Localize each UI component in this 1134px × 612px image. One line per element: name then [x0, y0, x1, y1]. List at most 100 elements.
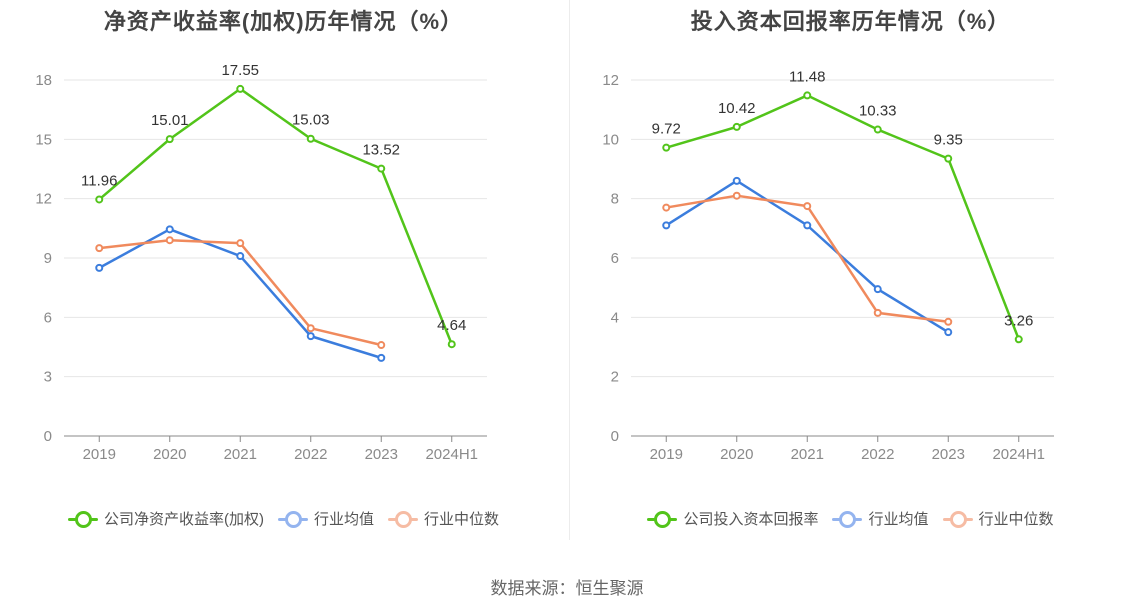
data-point-industry-median[interactable]	[377, 341, 386, 350]
data-point-company[interactable]	[873, 125, 882, 134]
data-label-company: 11.48	[789, 68, 825, 85]
data-label-company: 17.55	[221, 62, 259, 79]
data-point-company[interactable]	[944, 154, 953, 163]
x-tick-label: 2019	[650, 446, 683, 463]
data-point-company[interactable]	[377, 164, 386, 173]
data-point-company[interactable]	[306, 134, 315, 143]
data-point-company[interactable]	[662, 143, 671, 152]
data-point-company[interactable]	[1014, 335, 1023, 344]
data-label-company: 13.52	[362, 142, 400, 159]
roic-chart-plot: 0 2 4 6 8 10 12 2019 2020 2021 2022 2023 2024H1 9.72 1…	[602, 68, 1054, 463]
data-point-industry-median[interactable]	[732, 191, 741, 200]
data-label-company: 15.03	[292, 112, 330, 129]
data-point-industry-average[interactable]	[377, 353, 386, 362]
x-tick-label: 2022	[294, 446, 327, 463]
y-tick-label: 0	[611, 428, 619, 445]
data-label-company: 10.33	[859, 103, 897, 120]
data-point-industry-average[interactable]	[803, 221, 812, 230]
legend-item-company-roic[interactable]: 公司投入资本回报率	[647, 508, 818, 529]
panel-divider	[569, 0, 570, 540]
legend-label-industry-median: 行业中位数	[424, 511, 500, 528]
x-tick-label: 2023	[932, 446, 965, 463]
data-point-industry-median[interactable]	[944, 317, 953, 326]
roe-chart-plot: 0 3 6 9 12 15 18 2019 2020 2021 2022 2023 2024H1 11.9…	[35, 62, 487, 463]
y-tick-label: 3	[44, 369, 52, 386]
x-tick-label: 2022	[861, 446, 894, 463]
y-tick-label: 12	[602, 72, 619, 89]
data-point-industry-average[interactable]	[165, 225, 174, 234]
legend-marker-company	[647, 510, 678, 528]
roe-chart-panel: 净资产收益率(加权)历年情况（%） 0 3 6 9 12 15 18 2019 2020 2021…	[0, 0, 567, 560]
y-tick-label: 18	[35, 72, 52, 89]
data-label-company: 3.26	[1004, 312, 1033, 329]
legend-marker-average	[832, 510, 863, 528]
roe-chart-title: 净资产收益率(加权)历年情况（%）	[103, 9, 464, 34]
data-point-industry-average[interactable]	[662, 221, 671, 230]
data-point-industry-average[interactable]	[95, 263, 104, 272]
legend-label-industry-average: 行业均值	[868, 511, 929, 528]
roic-chart-panel: 投入资本回报率历年情况（%） 0 2 4 6 8 10 12 2019 2020 2021 2022…	[567, 0, 1134, 560]
x-tick-label: 2021	[791, 446, 824, 463]
legend-item-industry-median[interactable]: 行业中位数	[942, 508, 1054, 529]
legend-label-company-roic: 公司投入资本回报率	[683, 511, 819, 528]
data-source: 数据来源：恒生聚源	[490, 579, 644, 598]
data-point-company[interactable]	[803, 91, 812, 100]
data-label-company: 11.96	[81, 172, 117, 189]
x-tick-label: 2020	[153, 446, 186, 463]
legend-item-industry-average[interactable]: 行业均值	[277, 508, 374, 529]
x-tick-label: 2020	[720, 446, 753, 463]
data-point-company[interactable]	[236, 84, 245, 93]
data-point-industry-average[interactable]	[732, 176, 741, 185]
data-point-company[interactable]	[447, 340, 456, 349]
data-point-industry-median[interactable]	[165, 236, 174, 245]
y-tick-label: 15	[35, 131, 52, 148]
data-point-industry-average[interactable]	[236, 252, 245, 261]
legend-marker-median	[388, 510, 418, 528]
y-tick-label: 2	[611, 369, 619, 386]
y-tick-label: 12	[35, 191, 52, 208]
data-point-industry-median[interactable]	[873, 308, 882, 317]
data-point-company[interactable]	[165, 135, 174, 144]
x-tick-label: 2024H1	[992, 446, 1045, 463]
data-label-company: 15.01	[151, 112, 189, 129]
y-tick-label: 8	[611, 191, 619, 208]
series-line-industry-average	[98, 228, 382, 360]
legend-label-company-roe: 公司净资产收益率(加权)	[103, 511, 264, 528]
y-tick-label: 6	[44, 309, 52, 326]
x-tick-label: 2023	[365, 446, 398, 463]
data-point-company[interactable]	[95, 195, 104, 204]
data-point-industry-median[interactable]	[803, 202, 812, 211]
legend-marker-average	[277, 510, 308, 528]
data-label-company: 9.35	[934, 132, 963, 149]
legend-label-industry-median: 行业中位数	[978, 511, 1054, 528]
legend-marker-company	[67, 510, 98, 528]
y-tick-label: 0	[44, 428, 52, 445]
data-point-industry-median[interactable]	[306, 324, 315, 333]
data-point-industry-median[interactable]	[236, 239, 245, 248]
data-label-company: 4.64	[437, 317, 466, 334]
roic-chart-title: 投入资本回报率历年情况（%）	[690, 9, 1011, 34]
x-tick-label: 2021	[224, 446, 257, 463]
legend-marker-median	[942, 510, 973, 528]
legend-item-industry-median[interactable]: 行业中位数	[388, 508, 499, 529]
legend-label-industry-average: 行业均值	[313, 511, 374, 528]
x-tick-label: 2024H1	[425, 446, 478, 463]
y-tick-label: 9	[44, 250, 52, 267]
data-label-company: 9.72	[652, 121, 681, 138]
data-point-industry-average[interactable]	[873, 285, 882, 294]
roic-chart-legend: 公司投入资本回报率 行业均值 行业中位数	[567, 508, 1134, 529]
y-tick-label: 6	[611, 250, 619, 267]
legend-item-company-roe[interactable]: 公司净资产收益率(加权)	[67, 508, 264, 529]
y-tick-label: 4	[611, 309, 619, 326]
legend-item-industry-average[interactable]: 行业均值	[832, 508, 929, 529]
data-point-company[interactable]	[732, 122, 741, 131]
series-line-company	[98, 87, 453, 345]
data-point-industry-median[interactable]	[662, 203, 671, 212]
roe-chart-legend: 公司净资产收益率(加权) 行业均值 行业中位数	[0, 508, 567, 529]
series-line-company	[665, 94, 1020, 340]
data-point-industry-average[interactable]	[306, 332, 315, 341]
data-point-industry-median[interactable]	[95, 244, 104, 253]
data-point-industry-average[interactable]	[944, 328, 953, 337]
series-line-industry-median	[666, 194, 949, 324]
